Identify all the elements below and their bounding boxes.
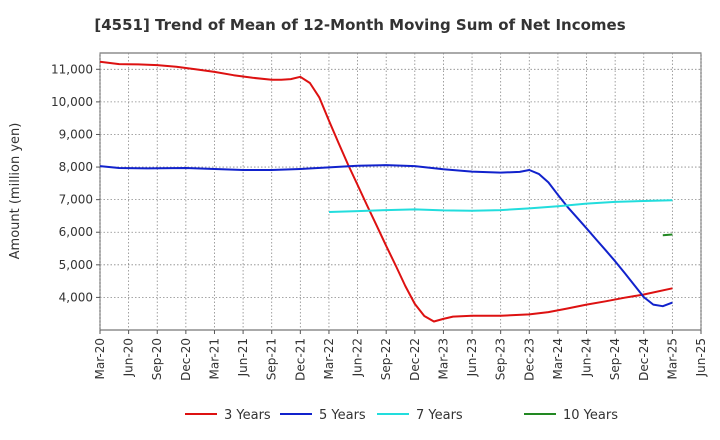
x-tick-label: Jun-22: [351, 338, 365, 377]
series-line-7-years: [328, 199, 673, 213]
x-tick-label: Mar-24: [551, 338, 565, 379]
x-tick-label: Dec-24: [637, 338, 651, 381]
series-lines: [99, 60, 673, 323]
series-line-3-years: [99, 60, 673, 323]
x-tick-label: Jun-24: [580, 338, 594, 377]
y-tick-label: 9,000: [59, 127, 93, 141]
y-tick-label: 4,000: [59, 290, 93, 304]
x-tick-label: Mar-23: [436, 338, 450, 379]
legend-label: 7 Years: [416, 408, 463, 423]
x-tick-label: Sep-22: [379, 338, 393, 380]
y-axis-label: Amount (million yen): [8, 123, 23, 260]
x-tick-label: Dec-23: [522, 338, 536, 381]
y-tick-label: 11,000: [51, 62, 93, 76]
x-tick-label: Mar-21: [207, 338, 221, 379]
x-tick-label: Jun-23: [465, 338, 479, 377]
x-tick-label: Sep-23: [494, 338, 508, 380]
legend-label: 5 Years: [319, 408, 366, 423]
plot-area: [99, 52, 702, 331]
x-tick-label: Mar-25: [665, 338, 679, 379]
x-tick-label: Dec-22: [408, 338, 422, 381]
series-line-10-years: [662, 233, 673, 237]
grid-lines: [99, 53, 702, 330]
x-tick-label: Jun-25: [694, 338, 708, 377]
x-tick-label: Dec-21: [293, 338, 307, 381]
legend: 3 Years 5 Years 7 Years 10 Years: [185, 408, 618, 423]
y-tick-label: 5,000: [59, 258, 93, 272]
y-axis-ticks: 4,000 5,000 6,000 7,000 8,000 9,000 10,000 11,0…: [51, 62, 100, 304]
x-tick-label: Sep-21: [265, 338, 279, 380]
y-tick-label: 10,000: [51, 95, 93, 109]
x-tick-label: Dec-20: [179, 338, 193, 381]
legend-label: 3 Years: [224, 408, 271, 423]
legend-label: 10 Years: [563, 408, 618, 423]
x-tick-label: Sep-24: [608, 338, 622, 380]
x-tick-label: Jun-20: [122, 338, 136, 377]
y-tick-label: 7,000: [59, 193, 93, 207]
x-tick-label: Mar-22: [322, 338, 336, 379]
x-tick-label: Mar-20: [93, 338, 107, 379]
x-axis-ticks: Mar-20 Jun-20 Sep-20 Dec-20 Mar-21 Jun-21 Sep-…: [93, 330, 708, 381]
x-tick-label: Jun-21: [236, 338, 250, 377]
chart-title: [4551] Trend of Mean of 12-Month Moving …: [94, 16, 625, 34]
y-tick-label: 6,000: [59, 225, 93, 239]
x-tick-label: Sep-20: [150, 338, 164, 380]
series-line-5-years: [99, 164, 673, 308]
y-tick-label: 8,000: [59, 160, 93, 174]
